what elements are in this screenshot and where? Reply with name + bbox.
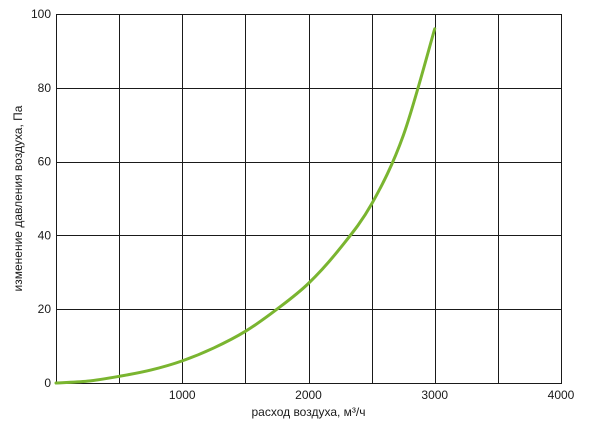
x-tick-label: 4000 [548, 388, 575, 402]
x-tick-label: 2000 [295, 388, 322, 402]
tick-labels: 1000 2000 3000 4000 0 20 40 60 80 100 [31, 7, 575, 402]
y-tick-label: 0 [44, 376, 51, 390]
grid [56, 14, 562, 384]
y-tick-label: 20 [38, 302, 52, 316]
y-axis-label: изменение давления воздуха, Па [11, 105, 25, 291]
plot-frame [56, 14, 562, 384]
x-tick-label: 1000 [169, 388, 196, 402]
series-layer [54, 27, 437, 385]
pressure-curve-line [54, 27, 437, 385]
x-axis-label: расход воздуха, м³/ч [251, 405, 365, 419]
x-tick-label: 3000 [421, 388, 448, 402]
y-tick-label: 60 [38, 155, 52, 169]
y-tick-label: 80 [38, 81, 52, 95]
y-tick-label: 40 [38, 228, 52, 242]
y-tick-label: 100 [31, 7, 51, 21]
